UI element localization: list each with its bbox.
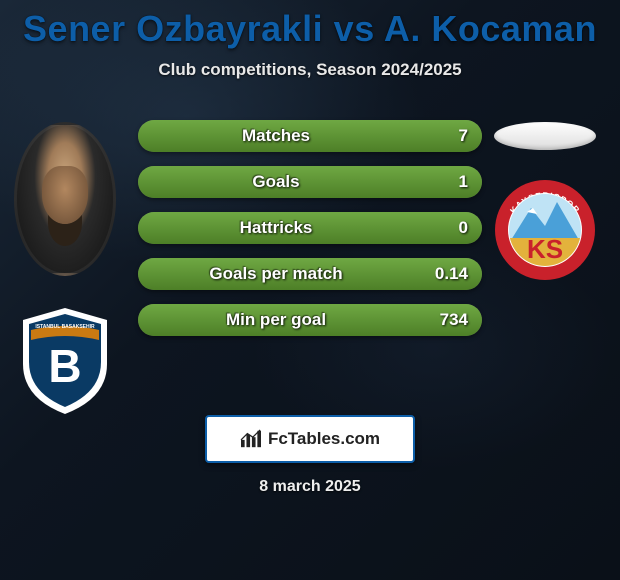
brand-text: FcTables.com — [268, 429, 380, 449]
subtitle: Club competitions, Season 2024/2025 — [0, 60, 620, 80]
brand-box: FcTables.com — [205, 415, 415, 463]
stat-row: Matches 7 — [138, 120, 482, 152]
stats-panel: Matches 7 Goals 1 Hattricks 0 Goals per … — [138, 120, 482, 350]
badge-letter: B — [48, 340, 81, 392]
stat-row: Goals per match 0.14 — [138, 258, 482, 290]
stat-label: Min per goal — [128, 310, 424, 330]
right-column: KAYSERISPOR KS — [490, 122, 600, 282]
stat-value: 0 — [434, 218, 482, 238]
stat-label: Goals — [128, 172, 424, 192]
stat-label: Hattricks — [128, 218, 424, 238]
stat-row: Min per goal 734 — [138, 304, 482, 336]
stat-row: Hattricks 0 — [138, 212, 482, 244]
stat-row: Goals 1 — [138, 166, 482, 198]
stat-value: 7 — [434, 126, 482, 146]
player-photo-left — [14, 122, 116, 276]
page-title: Sener Ozbayrakli vs A. Kocaman — [0, 0, 620, 50]
stat-value: 0.14 — [434, 264, 482, 284]
club-badge-left: ISTANBUL BASAKSEHIR B — [15, 306, 115, 416]
circle-badge-icon: KAYSERISPOR KS — [493, 178, 597, 282]
date: 8 march 2025 — [0, 478, 620, 496]
player-photo-right-placeholder — [494, 122, 596, 150]
badge-letters: KS — [527, 234, 563, 264]
club-badge-right: KAYSERISPOR KS — [493, 178, 597, 282]
banner-text: ISTANBUL BASAKSEHIR — [35, 324, 95, 330]
left-column: ISTANBUL BASAKSEHIR B — [10, 122, 120, 416]
stat-label: Goals per match — [128, 264, 424, 284]
stat-label: Matches — [128, 126, 424, 146]
shield-icon: ISTANBUL BASAKSEHIR B — [15, 306, 115, 416]
chart-bars-icon — [240, 429, 262, 449]
stat-value: 1 — [434, 172, 482, 192]
stat-value: 734 — [434, 310, 482, 330]
comparison-card: Sener Ozbayrakli vs A. Kocaman Club comp… — [0, 0, 620, 580]
